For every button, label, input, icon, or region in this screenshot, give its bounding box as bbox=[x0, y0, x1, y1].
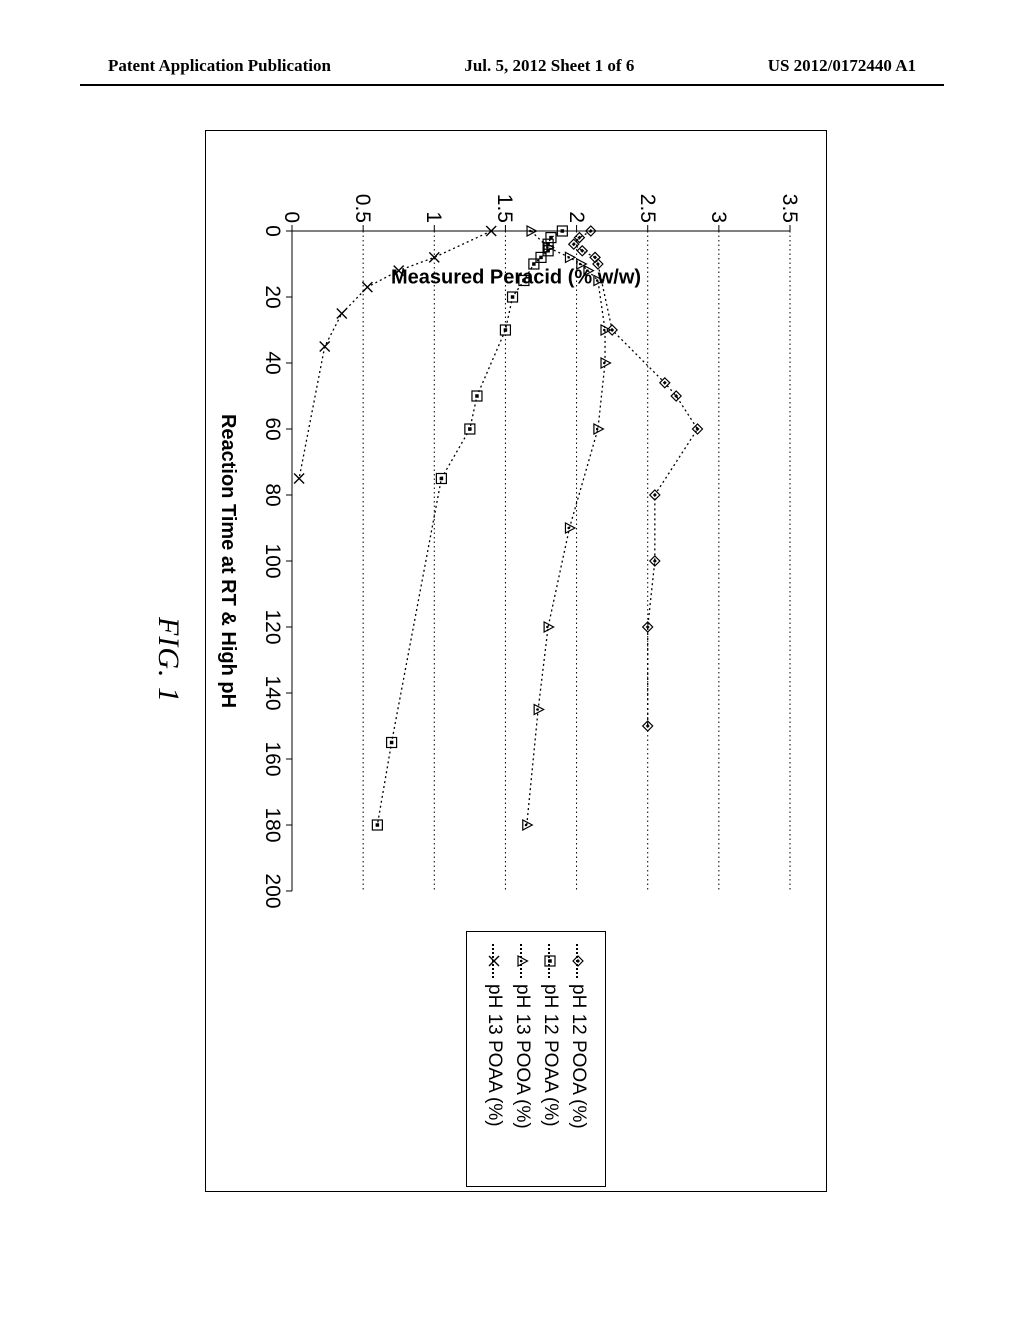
chart-svg bbox=[292, 231, 790, 891]
legend-item: pH 13 POAA (%) bbox=[483, 944, 505, 1174]
figure-rotated-container: Measured Peracid (% w/w) Reaction Time a… bbox=[137, 130, 887, 1190]
page-root: Patent Application Publication Jul. 5, 2… bbox=[0, 0, 1024, 1320]
x-tick-label: 120 bbox=[260, 597, 284, 657]
series-pH-12-POOA-(%) bbox=[569, 226, 703, 731]
y-tick-label: 1 bbox=[421, 179, 445, 223]
y-tick-label: 1.5 bbox=[492, 179, 516, 223]
x-tick-label: 100 bbox=[260, 531, 284, 591]
header-left: Patent Application Publication bbox=[108, 56, 331, 76]
chart-frame: Measured Peracid (% w/w) Reaction Time a… bbox=[205, 130, 827, 1192]
legend-item: pH 12 POAA (%) bbox=[539, 944, 561, 1174]
y-tick-label: 3 bbox=[706, 179, 730, 223]
x-tick-label: 40 bbox=[260, 333, 284, 393]
x-tick-label: 200 bbox=[260, 861, 284, 921]
series-pH-12-POAA-(%) bbox=[372, 226, 567, 830]
x-tick-label: 0 bbox=[260, 201, 284, 261]
header-right: US 2012/0172440 A1 bbox=[768, 56, 916, 76]
legend-label: pH 13 POOA (%) bbox=[511, 984, 533, 1129]
x-tick-label: 140 bbox=[260, 663, 284, 723]
x-axis-label: Reaction Time at RT & High pH bbox=[216, 231, 239, 891]
y-tick-label: 2.5 bbox=[635, 179, 659, 223]
header-rule bbox=[80, 84, 944, 86]
legend-label: pH 13 POAA (%) bbox=[483, 984, 505, 1127]
x-tick-label: 160 bbox=[260, 729, 284, 789]
series-pH-13-POOA-(%) bbox=[523, 226, 611, 830]
figure-caption: FIG. 1 bbox=[151, 130, 185, 1190]
chart-legend: pH 12 POOA (%) pH 12 POAA (%) pH 13 POOA (… bbox=[466, 931, 606, 1187]
legend-item: pH 13 POOA (%) bbox=[511, 944, 533, 1174]
x-tick-label: 180 bbox=[260, 795, 284, 855]
legend-label: pH 12 POOA (%) bbox=[567, 984, 589, 1129]
y-tick-label: 3.5 bbox=[777, 179, 801, 223]
header-center: Jul. 5, 2012 Sheet 1 of 6 bbox=[464, 56, 634, 76]
legend-item: pH 12 POOA (%) bbox=[567, 944, 589, 1174]
y-tick-label: 2 bbox=[564, 179, 588, 223]
x-tick-label: 20 bbox=[260, 267, 284, 327]
legend-label: pH 12 POAA (%) bbox=[539, 984, 561, 1127]
chart-plot-area bbox=[292, 231, 790, 891]
y-tick-label: 0.5 bbox=[350, 179, 374, 223]
page-header: Patent Application Publication Jul. 5, 2… bbox=[0, 56, 1024, 86]
series-pH-13-POAA-(%) bbox=[294, 226, 496, 484]
x-tick-label: 60 bbox=[260, 399, 284, 459]
x-tick-label: 80 bbox=[260, 465, 284, 525]
